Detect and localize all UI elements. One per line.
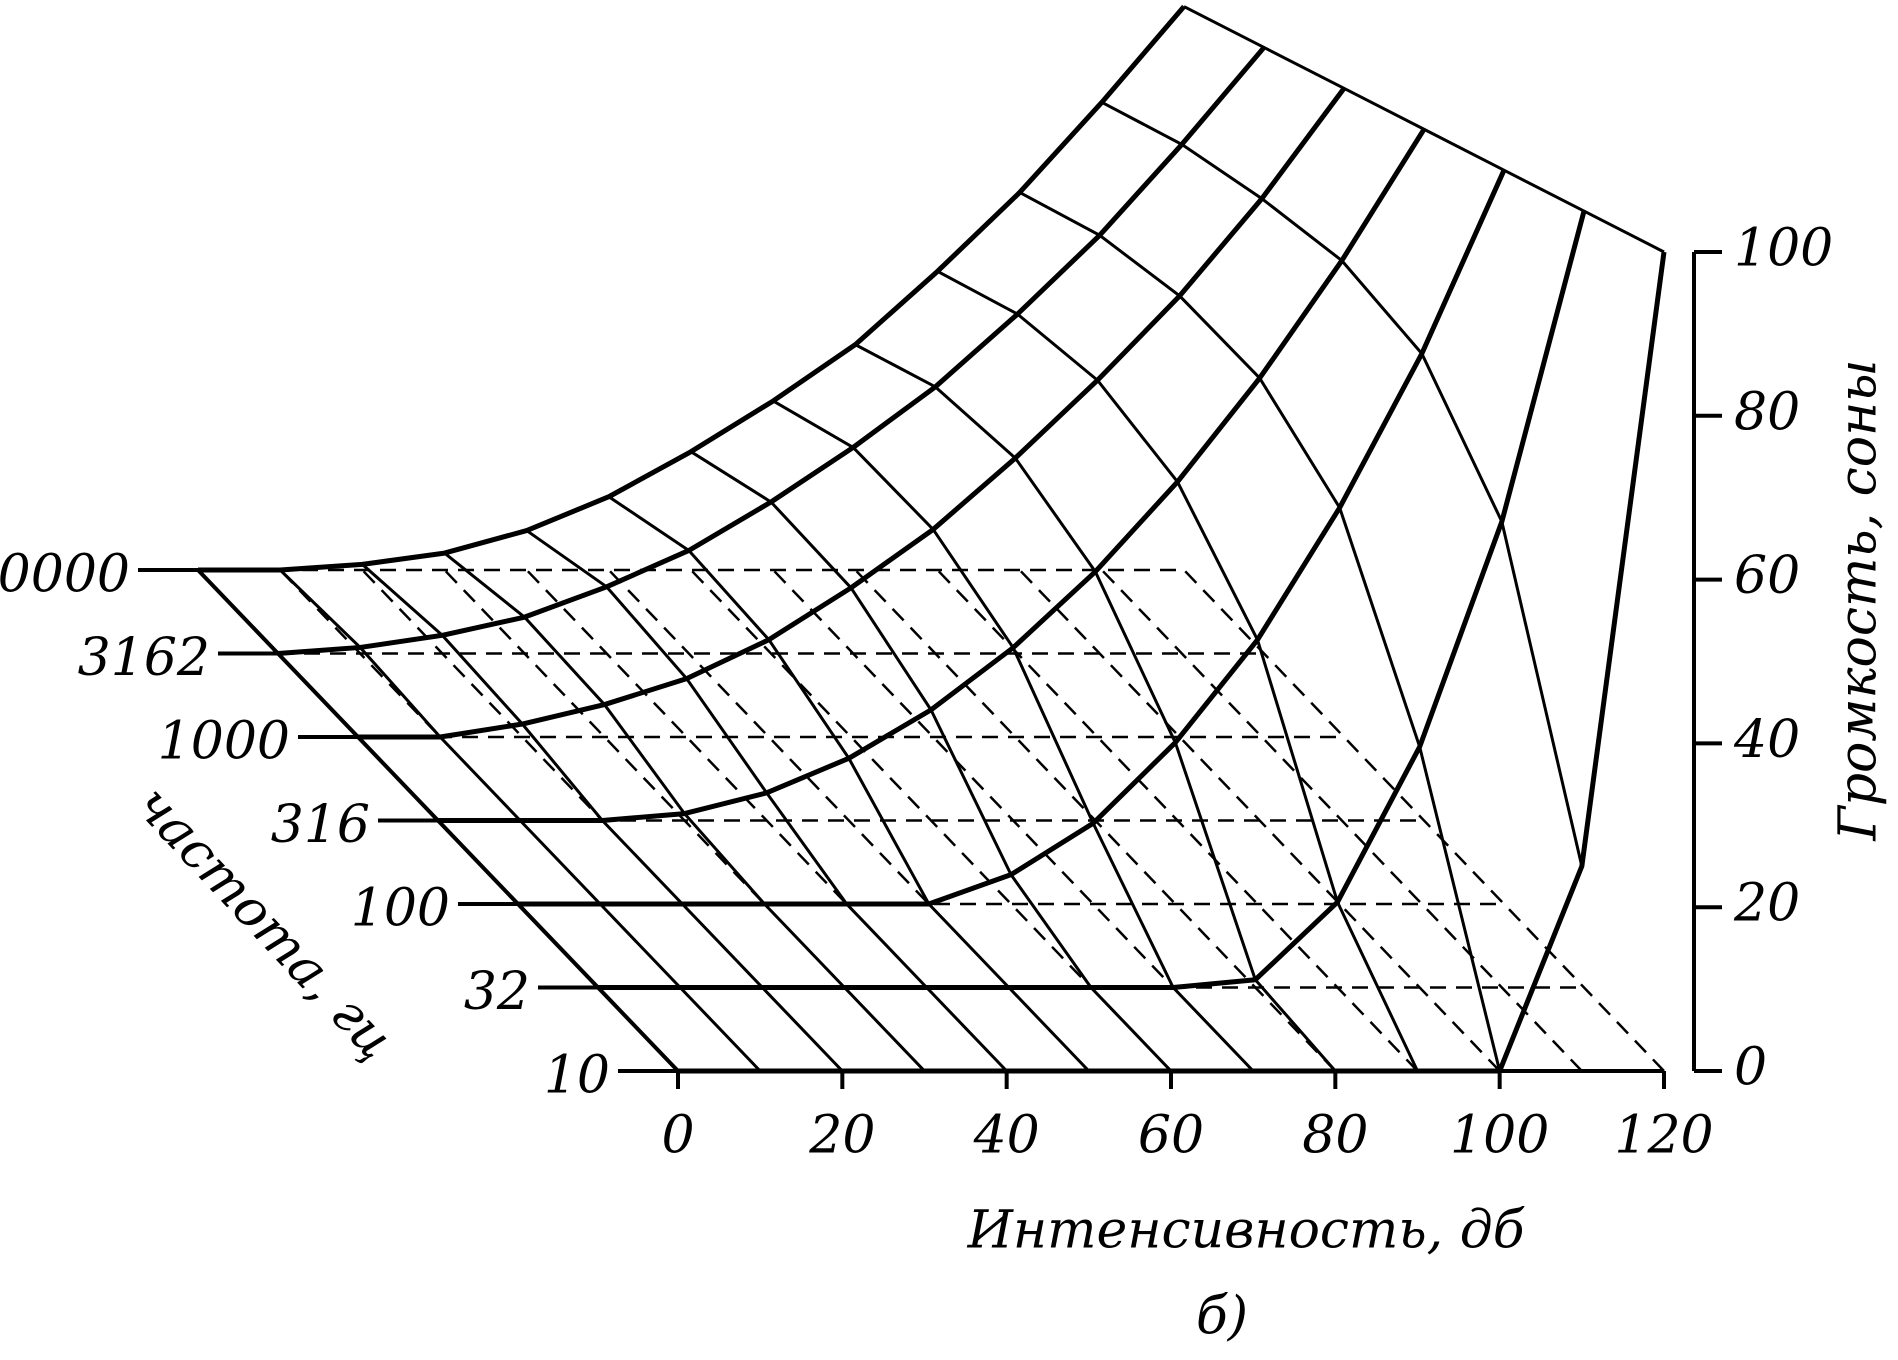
base-col [936,569,1419,1072]
y-tick-label: 1000 [158,712,290,772]
surface-row [678,251,1667,1074]
surface-row [277,45,1266,656]
y-tick-label: 10000 [0,545,130,605]
base-col [1018,569,1501,1072]
surface-column [607,495,1090,1073]
z-axis-label: Громкость, соны [1829,359,1889,841]
y-tick-label: 10 [544,1046,610,1106]
surface-row [438,127,1427,823]
y-tick-label: 3162 [78,628,210,688]
z-tick-label: 20 [1733,874,1800,934]
z-tick-label: 0 [1734,1038,1767,1098]
x-tick-label: 20 [808,1106,875,1166]
z-tick-label: 40 [1733,710,1800,770]
y-tick-label: 32 [464,962,530,1022]
x-tick-label: 40 [973,1106,1040,1166]
x-tick-label: 80 [1302,1106,1368,1166]
surface-column [936,270,1419,1072]
y-tick-label: 100 [351,879,450,939]
base-col [1100,569,1583,1072]
surface-row [198,4,1186,573]
base-col [1183,569,1665,1072]
surface-column [854,343,1337,1072]
surface-row [518,169,1507,907]
x-tick-label: 100 [1450,1106,1549,1166]
z-tick-label: 60 [1734,546,1800,606]
y-tick-label: 316 [271,795,370,855]
surface-row [598,210,1587,990]
surface-row [358,86,1347,740]
x-axis-label: Интенсивность, дб [967,1201,1525,1261]
caption: б) [1196,1287,1248,1347]
x-tick-label: 60 [1138,1106,1204,1166]
z-tick-label: 80 [1734,382,1800,442]
z-tick-label: 100 [1734,219,1833,279]
x-tick-label: 120 [1614,1106,1713,1166]
x-tick-label: 0 [661,1106,694,1166]
surface-column [690,450,1173,1073]
surface-column [1183,5,1665,254]
